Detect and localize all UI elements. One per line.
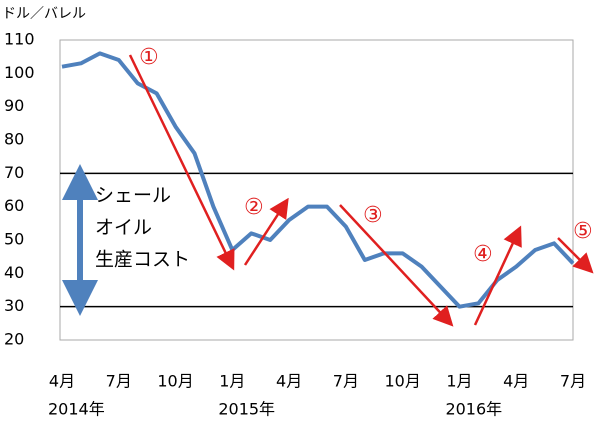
y-tick-label: 50	[4, 230, 24, 249]
annotation: ③	[363, 203, 383, 228]
year-label: 2014年	[48, 400, 105, 419]
y-tick-label: 20	[4, 330, 24, 349]
trend-arrows	[128, 54, 594, 327]
plot-frame	[59, 39, 574, 341]
x-tick-label: 7月	[106, 372, 132, 391]
y-tick-label: 40	[4, 263, 24, 282]
y-tick-label: 100	[4, 63, 35, 82]
x-tick-label: 1月	[446, 372, 472, 391]
y-tick-label: 70	[4, 163, 24, 182]
x-tick-label: 7月	[560, 372, 586, 391]
annotation: オイル	[95, 217, 152, 239]
annotation: ②	[244, 195, 264, 220]
x-tick-label: 10月	[157, 372, 193, 391]
y-tick-label: 110	[4, 30, 35, 49]
year-label: 2016年	[445, 400, 502, 419]
y-tick-label: 80	[4, 130, 24, 149]
x-tick-label: 4月	[503, 372, 529, 391]
x-tick-label: 4月	[276, 372, 302, 391]
x-tick-label: 4月	[49, 372, 75, 391]
y-axis-label: ドル／バレル	[2, 6, 86, 22]
y-tick-label: 60	[4, 196, 24, 215]
annotation: ④	[473, 242, 493, 267]
annotation: シェール	[95, 185, 171, 207]
annotation: 生産コスト	[95, 249, 190, 271]
x-tick-label: 1月	[219, 372, 245, 391]
x-tick-label: 10月	[384, 372, 420, 391]
annotation: ⑤	[573, 219, 593, 244]
y-tick-label: 90	[4, 96, 24, 115]
annotation: ①	[139, 45, 159, 70]
year-label: 2015年	[218, 400, 275, 419]
y-tick-label: 30	[4, 296, 24, 315]
x-tick-label: 7月	[333, 372, 359, 391]
